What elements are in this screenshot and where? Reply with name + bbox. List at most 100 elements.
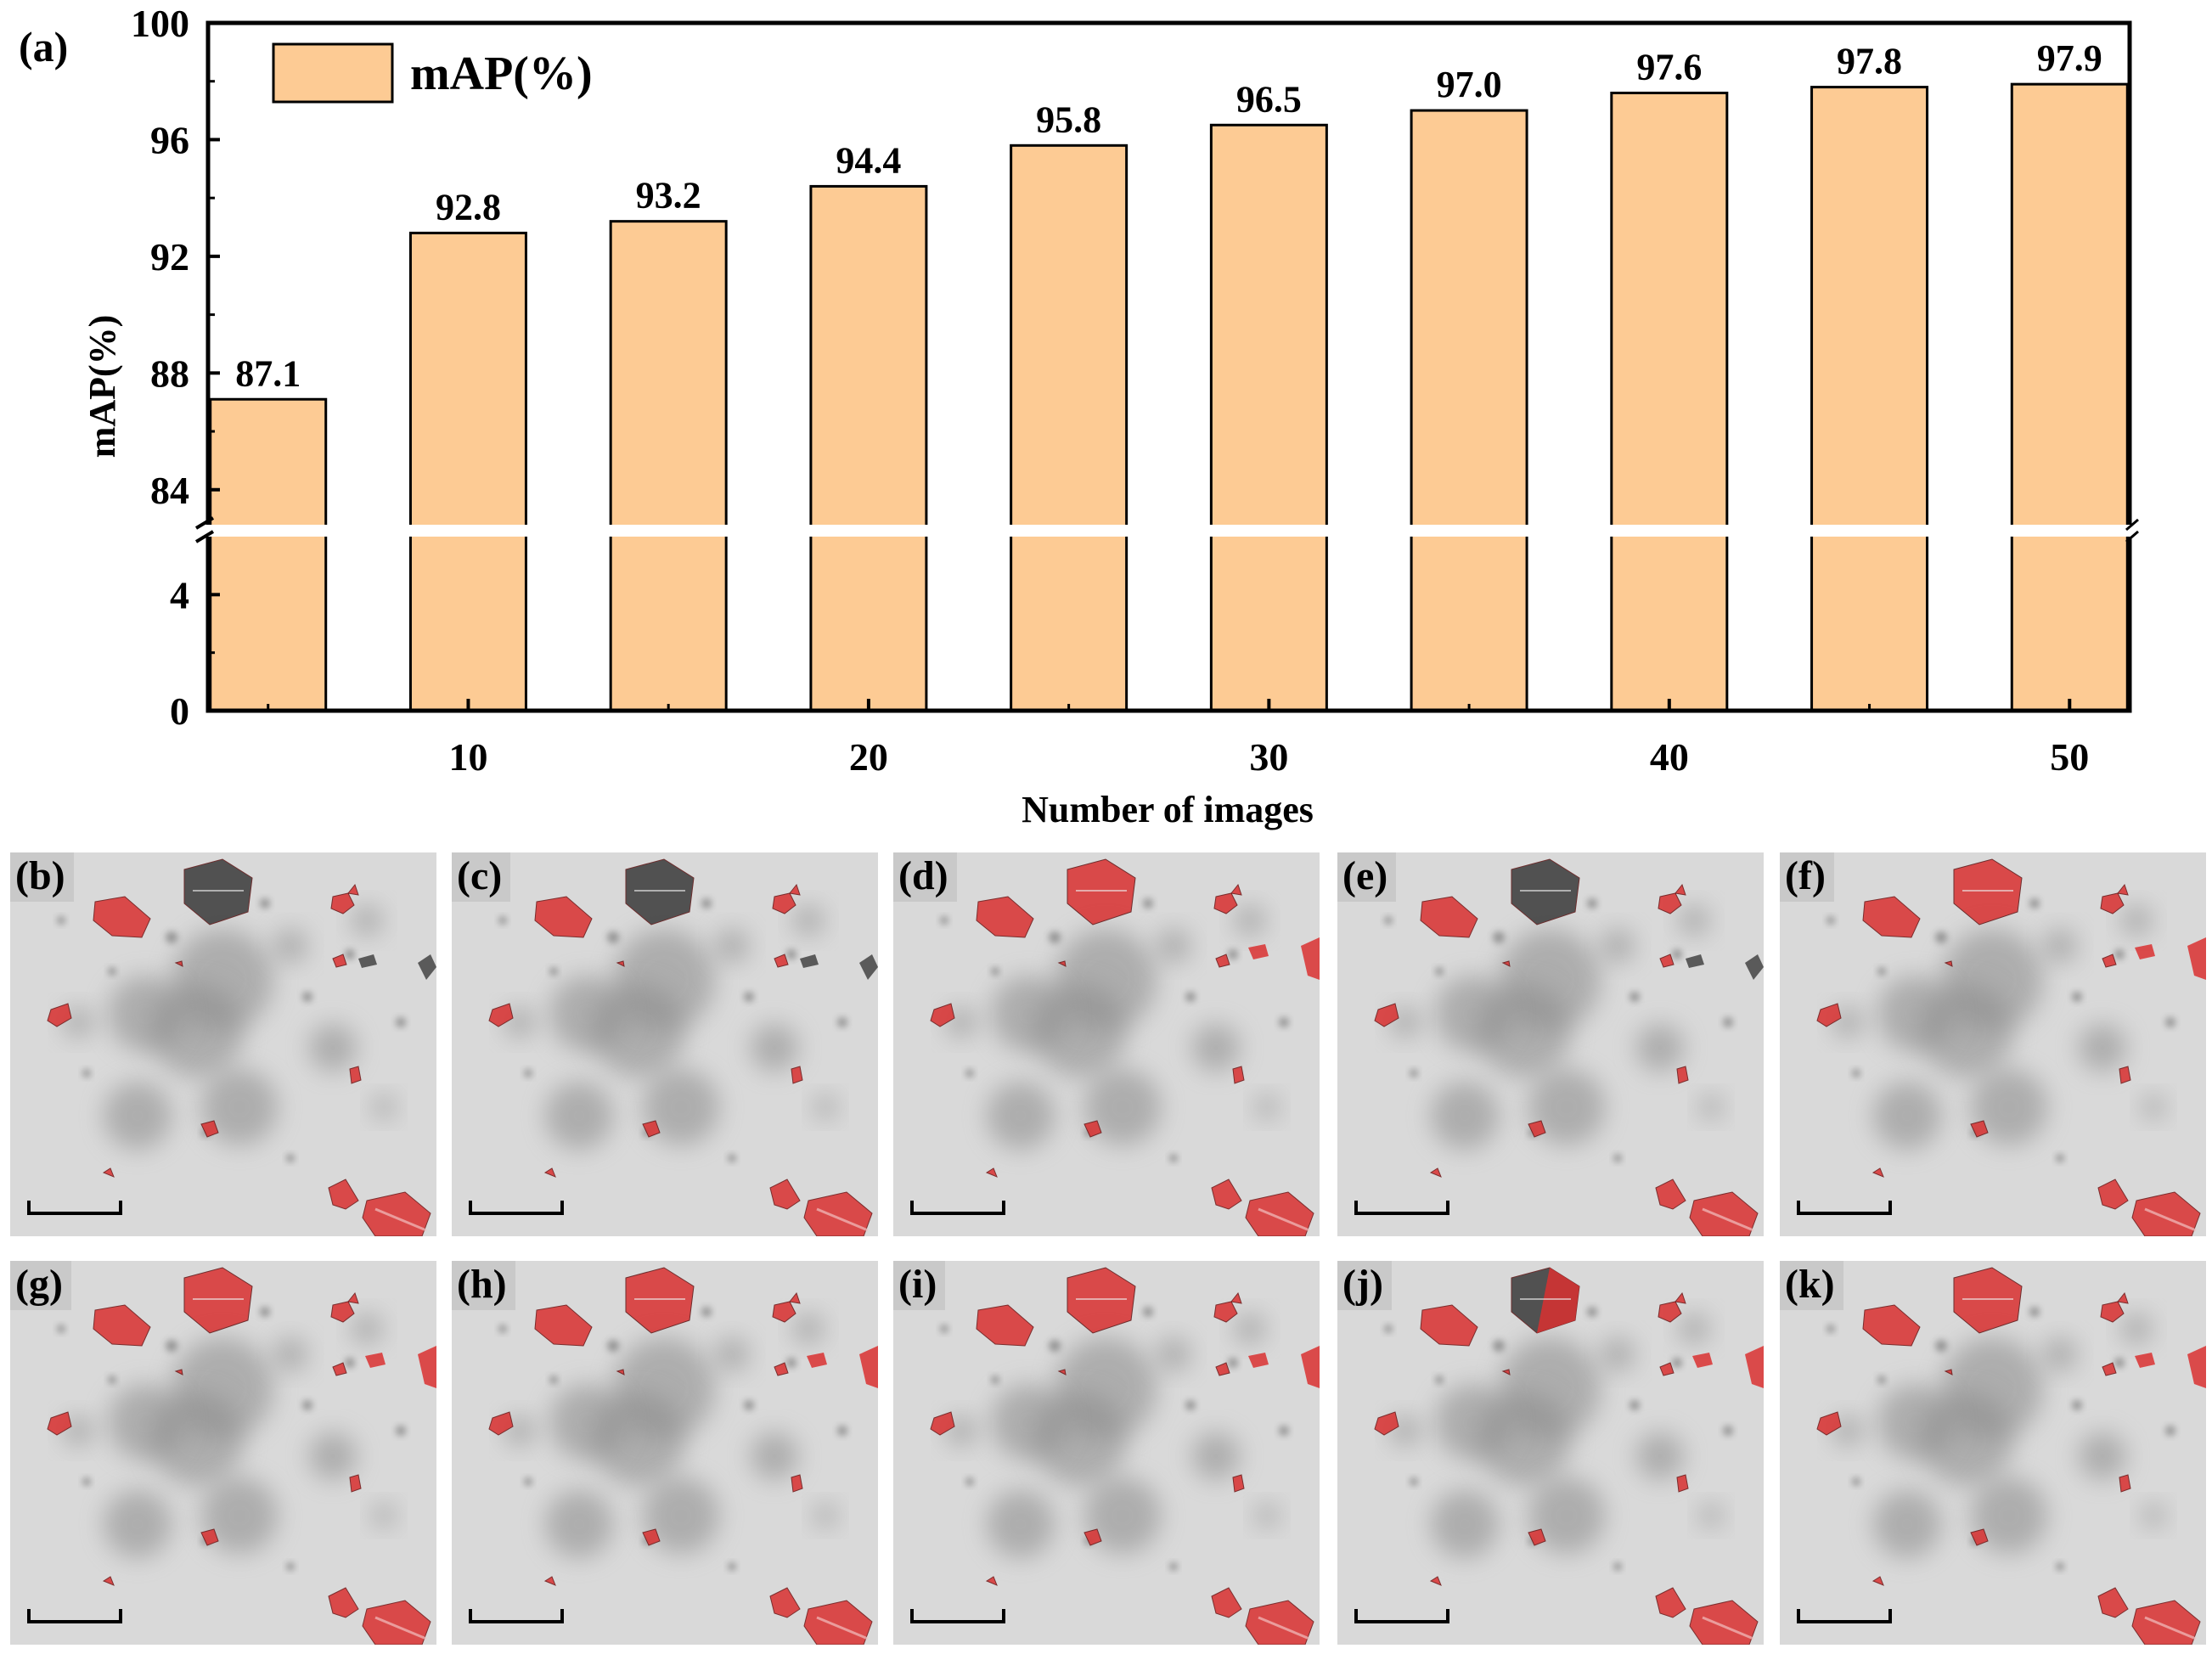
background-speck (108, 1376, 116, 1384)
background-speck (728, 1562, 736, 1571)
background-speck (2114, 1358, 2125, 1368)
segmentation-mask (642, 1120, 661, 1138)
background-blob (2079, 1024, 2126, 1072)
dark-crystal (1745, 954, 1764, 980)
background-blob (1699, 1504, 1723, 1527)
background-blob (991, 976, 1067, 1052)
background-blob (2142, 1504, 2165, 1527)
segmentation-mask (2100, 892, 2125, 914)
segmentation-mask (93, 1304, 151, 1347)
background-speck (1672, 949, 1682, 959)
bar (1209, 123, 1328, 712)
background-speck (286, 1154, 295, 1162)
y-tick-label: 4 (170, 573, 189, 616)
crystal-edge (1702, 1616, 1754, 1640)
scale-bar (1354, 1609, 1449, 1623)
background-speck (1493, 1340, 1505, 1352)
bar-value-label: 97.8 (1837, 41, 1902, 82)
background-blob (201, 1477, 278, 1554)
background-blob (1877, 976, 1954, 1052)
x-tick-label: 20 (849, 735, 888, 779)
legend-swatch (272, 42, 394, 104)
segmentation-mask (1374, 1003, 1399, 1027)
segmentation-mask (1215, 1362, 1230, 1376)
panel-label: (d) (893, 852, 957, 902)
background-blob (1192, 1432, 1240, 1480)
segmentation-mask (1420, 896, 1478, 938)
background-speck (1935, 1340, 1947, 1352)
micrograph (10, 852, 436, 1236)
segmentation-mask (1211, 1587, 1242, 1618)
segmentation-image-panel: (h) (452, 1261, 878, 1645)
segmentation-mask (616, 960, 625, 967)
segmentation-mask (47, 1003, 72, 1027)
background-blob (1431, 1490, 1499, 1558)
background-blob (1084, 1477, 1161, 1554)
background-blob (1192, 1024, 1240, 1072)
micrograph (1337, 852, 1764, 1236)
background-speck (1723, 1426, 1733, 1436)
background-blob (372, 1504, 396, 1527)
bar-value-label: 97.9 (2037, 37, 2102, 79)
segmentation-mask (332, 1362, 347, 1376)
segmentation-mask (1374, 1411, 1399, 1436)
segmentation-mask (174, 960, 183, 967)
x-tick-label: 50 (2050, 735, 2089, 779)
segmentation-image-panel: (e) (1337, 852, 1764, 1236)
segmentation-mask (1501, 1369, 1511, 1376)
background-speck (166, 931, 177, 943)
background-speck (1826, 1325, 1835, 1333)
segmentation-mask (93, 896, 151, 938)
background-speck (260, 1307, 270, 1317)
segmentation-mask (769, 1179, 801, 1210)
y-tick-label: 100 (131, 2, 189, 45)
background-speck (1169, 1154, 1178, 1162)
crystal-edge (2144, 1207, 2197, 1232)
background-blob (1971, 1069, 2047, 1145)
panel-label: (e) (1337, 852, 1397, 902)
segmentation-mask (976, 1304, 1034, 1347)
background-speck (1384, 916, 1393, 925)
segmentation-mask (328, 1587, 359, 1618)
background-speck (82, 1069, 91, 1077)
segmentation-mask (2119, 1066, 2131, 1084)
segmentation-mask (1862, 896, 1921, 938)
micrograph (1780, 1261, 2206, 1645)
segmentation-mask (1528, 1528, 1546, 1546)
background-blob (1971, 1477, 2047, 1554)
background-blob (1601, 1337, 1635, 1371)
panel-label: (i) (893, 1261, 946, 1310)
segmentation-mask (774, 954, 789, 968)
segmentation-mask (1429, 1576, 1442, 1586)
background-blob (1431, 1082, 1499, 1150)
background-blob (549, 1384, 626, 1460)
bar (1010, 143, 1129, 712)
segmentation-mask (328, 1179, 359, 1210)
background-speck (1143, 1307, 1153, 1317)
background-speck (940, 1325, 948, 1333)
background-blob (813, 1095, 837, 1119)
dark-crystal (859, 954, 878, 980)
background-blob (108, 1384, 184, 1460)
scale-bar (27, 1201, 122, 1215)
dark-crystal (358, 954, 377, 968)
segmentation-mask (1232, 1474, 1245, 1493)
segmentation-mask (1871, 1167, 1884, 1178)
large-crystal (1511, 858, 1580, 925)
background-speck (1185, 992, 1196, 1002)
segmentation-mask (102, 1167, 115, 1178)
segmentation-mask (1970, 1528, 1989, 1546)
background-blob (104, 1082, 172, 1150)
background-blob (1679, 1314, 1709, 1344)
background-speck (837, 1017, 847, 1027)
bar (1610, 91, 1729, 712)
background-blob (549, 976, 626, 1052)
background-speck (524, 1069, 532, 1077)
segmentation-mask (47, 1411, 72, 1436)
segmentation-mask (1211, 1179, 1242, 1210)
segmentation-image-panel: (f) (1780, 852, 2206, 1236)
y-axis-label: mAP(%) (82, 315, 123, 459)
crystal-edge (2144, 1616, 2197, 1640)
segmentation-mask (791, 1474, 803, 1493)
background-speck (1279, 1017, 1289, 1027)
